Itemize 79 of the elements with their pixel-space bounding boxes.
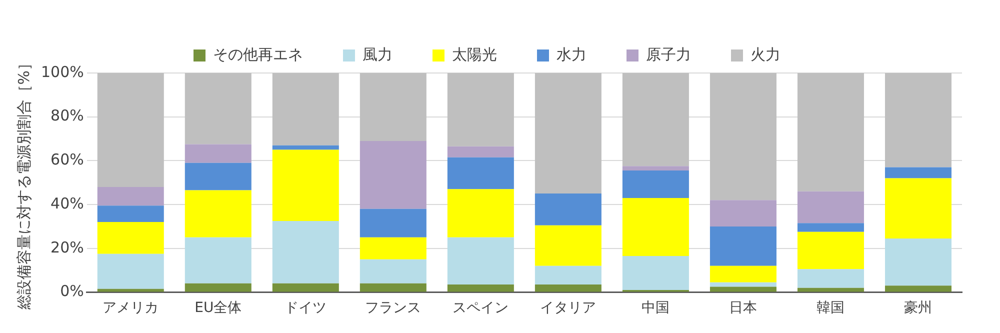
bar xyxy=(797,232,864,270)
bar xyxy=(360,140,426,209)
bar xyxy=(447,157,514,190)
y-tick-label: 40% xyxy=(50,194,84,212)
bar xyxy=(797,269,864,288)
bar xyxy=(97,73,164,187)
bar xyxy=(884,178,952,238)
bar xyxy=(184,162,252,190)
bar xyxy=(97,206,164,222)
x-tick-label: 豪州 xyxy=(904,300,932,316)
legend-label: 原子力 xyxy=(646,45,691,64)
legend-label: 風力 xyxy=(362,45,392,64)
bar xyxy=(884,238,952,286)
legend-label: 水力 xyxy=(556,45,586,64)
bar xyxy=(797,73,864,192)
bar xyxy=(622,166,689,171)
bar xyxy=(534,225,602,266)
x-tick-label: 日本 xyxy=(729,300,758,316)
bar xyxy=(360,237,426,260)
bar xyxy=(534,266,602,285)
x-tick-label: ドイツ xyxy=(284,300,327,316)
bar xyxy=(360,259,426,284)
bar xyxy=(797,288,864,292)
bar xyxy=(184,73,252,144)
bar xyxy=(884,73,952,168)
bar xyxy=(272,73,339,146)
bar xyxy=(272,283,339,292)
x-tick-label: スペイン xyxy=(452,300,509,316)
x-tick-label: 中国 xyxy=(642,300,670,316)
legend-label: 太陽光 xyxy=(452,45,497,64)
bar xyxy=(622,256,689,290)
bar xyxy=(184,237,252,284)
bar xyxy=(534,284,602,292)
bar xyxy=(447,146,514,158)
bar xyxy=(447,237,514,285)
y-tick-label: 100% xyxy=(40,62,84,81)
x-tick-label: アメリカ xyxy=(102,300,159,316)
bar xyxy=(184,144,252,163)
bar xyxy=(272,150,339,221)
bar xyxy=(360,73,426,141)
bar xyxy=(534,194,602,226)
bar xyxy=(622,170,689,198)
bar xyxy=(710,73,776,200)
bar xyxy=(622,73,689,166)
bar xyxy=(97,222,164,254)
bar xyxy=(97,254,164,289)
bar xyxy=(272,220,339,284)
bar xyxy=(97,288,164,292)
y-tick-label: 0% xyxy=(60,282,84,300)
x-tick-label: EU全体 xyxy=(194,300,242,316)
bar xyxy=(797,223,864,232)
bar xyxy=(884,167,952,178)
bar xyxy=(447,284,514,292)
bar xyxy=(360,208,426,238)
bar xyxy=(184,190,252,238)
y-tick-label: 60% xyxy=(50,150,84,169)
legend-label: その他再エネ xyxy=(213,45,303,64)
y-tick-label: 20% xyxy=(50,238,84,256)
x-tick-label: フランス xyxy=(365,300,422,316)
bar xyxy=(710,282,776,287)
bar xyxy=(447,189,514,238)
bar xyxy=(710,200,776,226)
bar xyxy=(710,226,776,266)
bar xyxy=(622,198,689,256)
bar xyxy=(534,73,602,194)
bar xyxy=(884,286,952,292)
x-tick-label: イタリア xyxy=(540,300,596,316)
y-axis-title: 総設備容量に対する電源別割合［%］ xyxy=(14,55,33,311)
bar xyxy=(360,283,426,292)
bar xyxy=(97,186,164,206)
bar xyxy=(447,73,514,146)
legend-label: 火力 xyxy=(750,45,780,64)
bar xyxy=(797,191,864,224)
bar xyxy=(272,145,339,150)
bar xyxy=(184,283,252,292)
bar xyxy=(710,286,776,292)
bar xyxy=(710,266,776,282)
y-tick-label: 80% xyxy=(50,106,84,125)
x-tick-label: 韓国 xyxy=(816,300,845,316)
